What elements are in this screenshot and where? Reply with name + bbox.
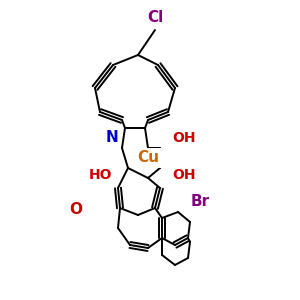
Text: HO: HO [88,168,112,182]
Text: O: O [70,202,83,217]
Text: Cu: Cu [137,151,159,166]
Text: Br: Br [190,194,210,209]
Text: OH: OH [172,131,196,145]
Text: N: N [106,130,118,146]
Text: OH: OH [172,168,196,182]
Text: Cl: Cl [147,11,163,26]
